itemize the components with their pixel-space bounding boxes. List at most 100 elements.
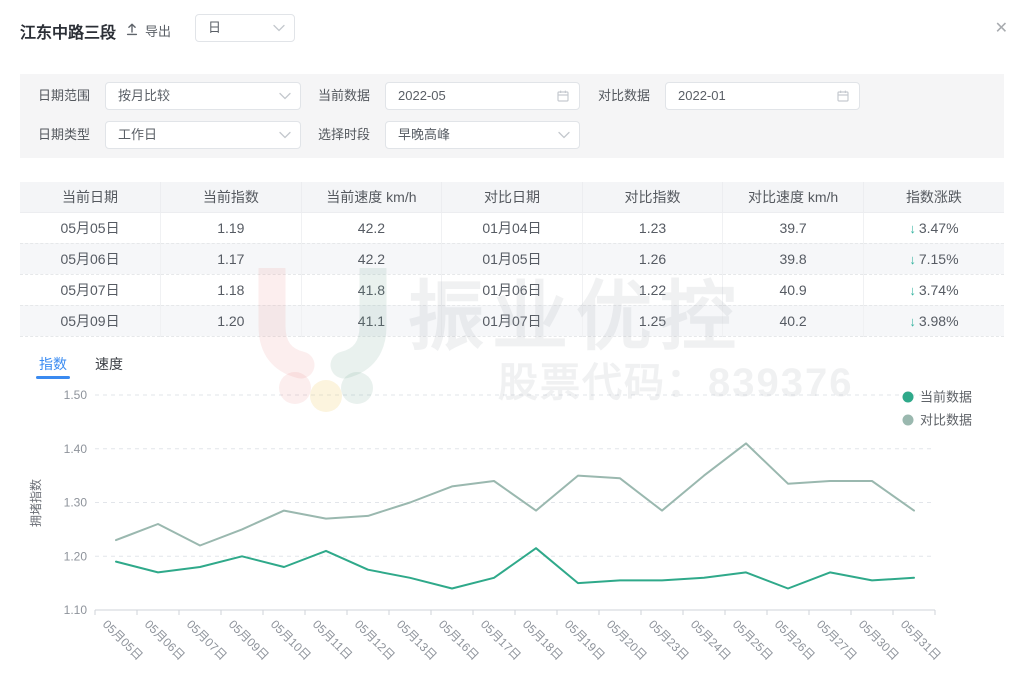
traffic-comparison-panel: 江东中路三段 导出 日 ✕ 日期范围 按月比较 当前数据 bbox=[0, 0, 1024, 681]
period-select[interactable]: 日 bbox=[195, 14, 295, 42]
filter-row-1: 日期范围 按月比较 当前数据 2022-05 对比数据 2022-01 bbox=[20, 82, 1004, 110]
time-period-label: 选择时段 bbox=[318, 121, 370, 149]
cell-value: 40.9 bbox=[723, 274, 864, 305]
tab-index[interactable]: 指数 bbox=[38, 352, 68, 384]
table-row: 05月07日1.1841.801月06日1.2240.9↓3.74% bbox=[20, 274, 1004, 305]
x-tick-label: 05月20日 bbox=[604, 617, 650, 663]
col-header-current-speed: 当前速度 km/h bbox=[301, 182, 442, 212]
x-tick-label: 05月24日 bbox=[688, 617, 734, 663]
legend-dot bbox=[903, 392, 914, 403]
legend-label: 当前数据 bbox=[920, 390, 972, 405]
day-type-label: 日期类型 bbox=[38, 121, 90, 149]
col-header-compare-date: 对比日期 bbox=[442, 182, 583, 212]
table-row: 05月05日1.1942.201月04日1.2339.7↓3.47% bbox=[20, 212, 1004, 243]
cell-value: 1.25 bbox=[582, 305, 723, 336]
cell-value: 01月05日 bbox=[442, 243, 583, 274]
x-tick-label: 05月19日 bbox=[562, 617, 608, 663]
x-tick-label: 05月05日 bbox=[100, 617, 146, 663]
cell-value: 41.1 bbox=[301, 305, 442, 336]
current-data-label: 当前数据 bbox=[318, 82, 370, 110]
cell-value: 01月04日 bbox=[442, 212, 583, 243]
series-line-1 bbox=[116, 443, 914, 545]
cell-value: 39.8 bbox=[723, 243, 864, 274]
x-tick-label: 05月31日 bbox=[898, 617, 944, 663]
x-tick-label: 05月16日 bbox=[436, 617, 482, 663]
arrow-down-icon: ↓ bbox=[909, 221, 916, 236]
series-line-0 bbox=[116, 548, 914, 588]
export-label: 导出 bbox=[145, 21, 171, 40]
cell-value: 01月06日 bbox=[442, 274, 583, 305]
cell-value: 1.26 bbox=[582, 243, 723, 274]
legend-label: 对比数据 bbox=[920, 413, 972, 428]
cell-value: 1.17 bbox=[161, 243, 302, 274]
chevron-down-icon bbox=[273, 25, 285, 32]
x-tick-label: 05月18日 bbox=[520, 617, 566, 663]
close-icon: ✕ bbox=[995, 20, 1008, 37]
comparison-table: 当前日期 当前指数 当前速度 km/h 对比日期 对比指数 对比速度 km/h … bbox=[20, 182, 1004, 337]
compare-data-label: 对比数据 bbox=[598, 82, 650, 110]
col-header-current-index: 当前指数 bbox=[161, 182, 302, 212]
current-month-value: 2022-05 bbox=[398, 88, 446, 103]
calendar-icon bbox=[556, 89, 570, 103]
x-tick-label: 05月13日 bbox=[394, 617, 440, 663]
x-tick-label: 05月07日 bbox=[184, 617, 230, 663]
current-month-input[interactable]: 2022-05 bbox=[385, 82, 580, 110]
y-tick-label: 1.40 bbox=[64, 442, 88, 456]
x-tick-label: 05月10日 bbox=[268, 617, 314, 663]
calendar-icon bbox=[836, 89, 850, 103]
close-button[interactable]: ✕ bbox=[995, 18, 1008, 38]
compare-month-input[interactable]: 2022-01 bbox=[665, 82, 860, 110]
time-period-value: 早晚高峰 bbox=[398, 127, 450, 142]
x-tick-label: 05月09日 bbox=[226, 617, 272, 663]
x-tick-label: 05月06日 bbox=[142, 617, 188, 663]
arrow-down-icon: ↓ bbox=[909, 283, 916, 298]
x-tick-label: 05月27日 bbox=[814, 617, 860, 663]
legend-dot bbox=[903, 415, 914, 426]
x-tick-label: 05月12日 bbox=[352, 617, 398, 663]
cell-value: 1.22 bbox=[582, 274, 723, 305]
cell-value: 1.23 bbox=[582, 212, 723, 243]
day-type-select[interactable]: 工作日 bbox=[105, 121, 301, 149]
export-button[interactable]: 导出 bbox=[125, 21, 171, 40]
cell-value: 05月07日 bbox=[20, 274, 161, 305]
y-axis-title: 拥堵指数 bbox=[28, 479, 43, 527]
col-header-compare-speed: 对比速度 km/h bbox=[723, 182, 864, 212]
cell-value: 39.7 bbox=[723, 212, 864, 243]
cell-value: 42.2 bbox=[301, 212, 442, 243]
compare-month-value: 2022-01 bbox=[678, 88, 726, 103]
cell-value: 1.20 bbox=[161, 305, 302, 336]
y-tick-label: 1.50 bbox=[64, 388, 88, 402]
x-tick-label: 05月25日 bbox=[730, 617, 776, 663]
cell-value: 05月09日 bbox=[20, 305, 161, 336]
table-row: 05月09日1.2041.101月07日1.2540.2↓3.98% bbox=[20, 305, 1004, 336]
x-tick-label: 05月11日 bbox=[310, 617, 355, 662]
cell-value: 1.18 bbox=[161, 274, 302, 305]
y-tick-label: 1.20 bbox=[64, 549, 88, 563]
time-period-select[interactable]: 早晚高峰 bbox=[385, 121, 580, 149]
table-body: 05月05日1.1942.201月04日1.2339.7↓3.47%05月06日… bbox=[20, 212, 1004, 336]
date-range-label: 日期范围 bbox=[38, 82, 90, 110]
cell-index-change: ↓3.98% bbox=[863, 305, 1004, 336]
page-title: 江东中路三段 bbox=[20, 19, 116, 43]
x-tick-label: 05月17日 bbox=[478, 617, 524, 663]
date-range-select[interactable]: 按月比较 bbox=[105, 82, 301, 110]
x-tick-label: 05月26日 bbox=[772, 617, 818, 663]
cell-value: 41.8 bbox=[301, 274, 442, 305]
legend-item-1[interactable]: 对比数据 bbox=[903, 413, 973, 428]
cell-value: 05月06日 bbox=[20, 243, 161, 274]
chevron-down-icon bbox=[279, 132, 291, 139]
legend-item-0[interactable]: 当前数据 bbox=[903, 390, 973, 405]
x-tick-label: 05月30日 bbox=[856, 617, 902, 663]
arrow-down-icon: ↓ bbox=[909, 314, 916, 329]
arrow-down-icon: ↓ bbox=[909, 252, 916, 267]
x-tick-label: 05月23日 bbox=[646, 617, 692, 663]
tab-speed[interactable]: 速度 bbox=[94, 352, 124, 384]
cell-index-change: ↓3.74% bbox=[863, 274, 1004, 305]
y-tick-label: 1.10 bbox=[64, 603, 88, 617]
table-row: 05月06日1.1742.201月05日1.2639.8↓7.15% bbox=[20, 243, 1004, 274]
cell-value: 42.2 bbox=[301, 243, 442, 274]
cell-value: 40.2 bbox=[723, 305, 864, 336]
col-header-index-change: 指数涨跌 bbox=[863, 182, 1004, 212]
congestion-index-chart: 1.101.201.301.401.50拥堵指数05月05日05月06日05月0… bbox=[0, 385, 1024, 681]
y-tick-label: 1.30 bbox=[64, 496, 88, 510]
